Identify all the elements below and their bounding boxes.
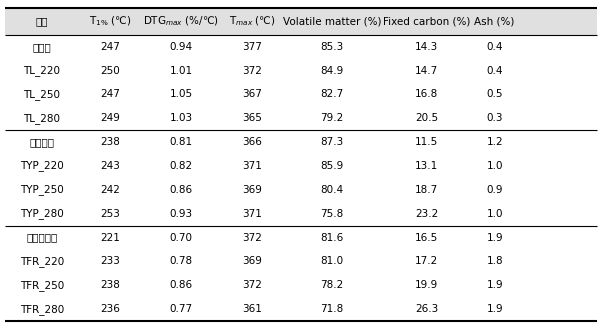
Text: 0.3: 0.3 [486,113,503,123]
Text: 백합나무: 백합나무 [29,137,54,147]
Text: 79.2: 79.2 [321,113,343,123]
Text: 13.1: 13.1 [415,161,438,171]
Text: 238: 238 [100,137,120,147]
Text: 0.86: 0.86 [169,280,193,290]
Text: 361: 361 [242,304,262,314]
Text: TYP_280: TYP_280 [20,208,63,219]
Text: 벌채부산물: 벌채부산물 [26,232,57,243]
Text: 82.7: 82.7 [321,89,343,99]
Text: 242: 242 [100,185,120,195]
Text: 26.3: 26.3 [415,304,438,314]
Text: Fixed carbon (%): Fixed carbon (%) [383,16,470,26]
Text: DTG$_{max}$ (%/℃): DTG$_{max}$ (%/℃) [143,15,219,28]
Text: 371: 371 [242,161,262,171]
Text: 78.2: 78.2 [321,280,343,290]
Text: Volatile matter (%): Volatile matter (%) [283,16,381,26]
Text: 81.0: 81.0 [321,257,343,266]
Text: 1.03: 1.03 [169,113,193,123]
Text: 11.5: 11.5 [415,137,438,147]
Text: T$_{max}$ (℃): T$_{max}$ (℃) [228,15,275,28]
Text: TFR_220: TFR_220 [20,256,64,267]
Text: TL_250: TL_250 [23,89,60,100]
Text: 372: 372 [242,232,262,243]
Text: 0.94: 0.94 [169,42,193,52]
Text: 16.5: 16.5 [415,232,438,243]
Text: 372: 372 [242,280,262,290]
Text: TYP_250: TYP_250 [20,185,63,195]
Text: 71.8: 71.8 [321,304,343,314]
Text: 0.4: 0.4 [486,66,503,76]
Text: 1.2: 1.2 [486,137,503,147]
Text: TYP_220: TYP_220 [20,160,63,171]
Text: 1.8: 1.8 [486,257,503,266]
Text: 0.81: 0.81 [169,137,193,147]
Text: 236: 236 [100,304,120,314]
Text: 수종: 수종 [35,16,48,26]
Text: 365: 365 [242,113,262,123]
Text: 0.78: 0.78 [169,257,193,266]
Text: 0.9: 0.9 [486,185,503,195]
Text: 16.8: 16.8 [415,89,438,99]
Text: 87.3: 87.3 [321,137,343,147]
Text: 18.7: 18.7 [415,185,438,195]
Text: 253: 253 [100,209,120,219]
Text: 1.01: 1.01 [169,66,193,76]
Text: T$_{1\%}$ (℃): T$_{1\%}$ (℃) [89,15,131,28]
Text: 369: 369 [242,257,262,266]
Text: 247: 247 [100,42,120,52]
Text: 249: 249 [100,113,120,123]
Text: 0.93: 0.93 [169,209,193,219]
Text: 0.86: 0.86 [169,185,193,195]
Text: TL_220: TL_220 [23,65,60,76]
Text: 250: 250 [100,66,120,76]
Text: Ash (%): Ash (%) [474,16,515,26]
Text: 85.9: 85.9 [321,161,343,171]
Text: 221: 221 [100,232,120,243]
Text: 372: 372 [242,66,262,76]
Text: 낙엽송: 낙엽송 [32,42,51,52]
Text: TL_280: TL_280 [23,113,60,124]
Text: 0.70: 0.70 [169,232,193,243]
Text: 20.5: 20.5 [415,113,438,123]
Text: 0.77: 0.77 [169,304,193,314]
Text: 1.0: 1.0 [486,209,503,219]
Bar [5,8,597,35]
Text: TFR_280: TFR_280 [20,304,64,315]
Text: 84.9: 84.9 [321,66,343,76]
Text: 17.2: 17.2 [415,257,438,266]
Text: 377: 377 [242,42,262,52]
Text: 371: 371 [242,209,262,219]
Text: TFR_250: TFR_250 [20,280,64,291]
Text: 1.9: 1.9 [486,232,503,243]
Text: 1.0: 1.0 [486,161,503,171]
Text: 247: 247 [100,89,120,99]
Text: 23.2: 23.2 [415,209,438,219]
Text: 1.05: 1.05 [169,89,193,99]
Text: 85.3: 85.3 [321,42,343,52]
Text: 19.9: 19.9 [415,280,438,290]
Text: 0.82: 0.82 [169,161,193,171]
Text: 0.4: 0.4 [486,42,503,52]
Text: 243: 243 [100,161,120,171]
Text: 0.5: 0.5 [486,89,503,99]
Text: 81.6: 81.6 [321,232,343,243]
Text: 14.3: 14.3 [415,42,438,52]
Text: 75.8: 75.8 [321,209,343,219]
Text: 238: 238 [100,280,120,290]
Text: 369: 369 [242,185,262,195]
Text: 80.4: 80.4 [321,185,343,195]
Text: 367: 367 [242,89,262,99]
Text: 233: 233 [100,257,120,266]
Text: 14.7: 14.7 [415,66,438,76]
Text: 1.9: 1.9 [486,280,503,290]
Text: 366: 366 [242,137,262,147]
Text: 1.9: 1.9 [486,304,503,314]
